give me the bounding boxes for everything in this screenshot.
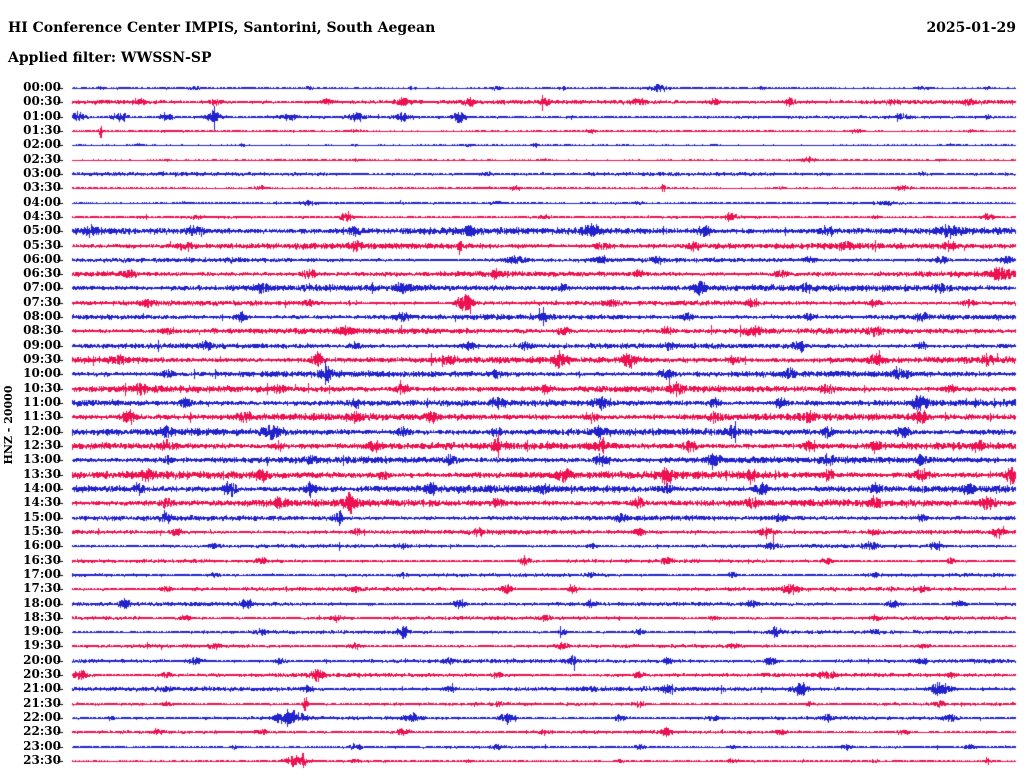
trace-time-label: 01:30 xyxy=(23,123,61,137)
trace-time-label: 17:00 xyxy=(23,567,61,581)
trace-time-label: 10:30 xyxy=(23,381,61,395)
trace-time-label: 09:30 xyxy=(23,352,61,366)
time-axis: 00:00 00:30 01:00 01:30 02:00 02:30 03:00 03:30… xyxy=(0,0,62,780)
trace-time-label: 05:00 xyxy=(23,223,61,237)
trace-time-label: 02:00 xyxy=(23,137,61,151)
date-label: 2025-01-29 xyxy=(926,20,1016,36)
trace-time-label: 07:30 xyxy=(23,295,61,309)
trace-time-label: 18:00 xyxy=(23,596,61,610)
trace-time-label: 17:30 xyxy=(23,581,61,595)
trace-time-label: 07:00 xyxy=(23,280,61,294)
trace-time-label: 11:30 xyxy=(23,409,61,423)
trace-time-label: 09:00 xyxy=(23,338,61,352)
trace-time-label: 12:00 xyxy=(23,424,61,438)
trace-time-label: 20:30 xyxy=(23,667,61,681)
trace-time-label: 19:00 xyxy=(23,624,61,638)
trace-time-label: 14:00 xyxy=(23,481,61,495)
trace-time-label: 06:30 xyxy=(23,266,61,280)
page-title: HI Conference Center IMPIS, Santorini, S… xyxy=(8,20,436,36)
trace-time-label: 13:00 xyxy=(23,452,61,466)
trace-time-label: 16:00 xyxy=(23,538,61,552)
trace-time-label: 15:00 xyxy=(23,510,61,524)
trace-time-label: 21:00 xyxy=(23,681,61,695)
trace-time-label: 18:30 xyxy=(23,610,61,624)
trace-time-label: 12:30 xyxy=(23,438,61,452)
trace-time-label: 02:30 xyxy=(23,152,61,166)
trace-time-label: 05:30 xyxy=(23,238,61,252)
trace-time-label: 23:30 xyxy=(23,753,61,767)
trace-time-label: 19:30 xyxy=(23,638,61,652)
trace-time-label: 23:00 xyxy=(23,739,61,753)
trace-time-label: 04:30 xyxy=(23,209,61,223)
trace-time-label: 10:00 xyxy=(23,366,61,380)
trace-time-label: 20:00 xyxy=(23,653,61,667)
trace-time-label: 15:30 xyxy=(23,524,61,538)
trace-time-label: 06:00 xyxy=(23,252,61,266)
trace-time-label: 00:00 xyxy=(23,80,61,94)
trace-time-label: 16:30 xyxy=(23,553,61,567)
trace-time-label: 03:30 xyxy=(23,180,61,194)
trace-time-label: 22:00 xyxy=(23,710,61,724)
trace-time-label: 13:30 xyxy=(23,467,61,481)
trace-time-label: 08:00 xyxy=(23,309,61,323)
trace-time-label: 01:00 xyxy=(23,109,61,123)
trace-time-label: 04:00 xyxy=(23,195,61,209)
trace-time-label: 14:30 xyxy=(23,495,61,509)
filter-label: Applied filter: WWSSN-SP xyxy=(8,50,212,66)
trace-time-label: 00:30 xyxy=(23,94,61,108)
trace-time-label: 03:00 xyxy=(23,166,61,180)
trace-time-label: 08:30 xyxy=(23,323,61,337)
trace-time-label: 11:00 xyxy=(23,395,61,409)
trace-time-label: 22:30 xyxy=(23,724,61,738)
trace-time-label: 21:30 xyxy=(23,696,61,710)
